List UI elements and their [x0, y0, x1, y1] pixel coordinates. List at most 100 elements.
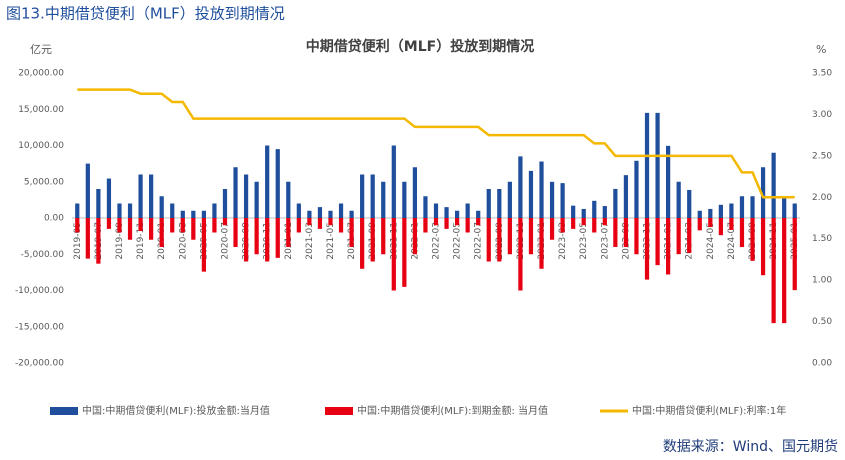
bar	[433, 203, 439, 218]
x-tick-label: 2022-03	[432, 222, 442, 260]
bar	[760, 218, 766, 276]
y2-tick-label: 2.50	[812, 151, 832, 161]
page-header: 图13.中期借贷便利（MLF）投放到期情况	[6, 5, 285, 23]
bar	[571, 218, 576, 229]
bar	[634, 160, 639, 218]
x-tick-label: 2022-07	[474, 222, 484, 260]
bar	[212, 218, 217, 233]
bar	[412, 218, 418, 255]
bar	[549, 218, 555, 240]
x-tick-label: 2020-07	[220, 222, 230, 260]
bar	[507, 218, 512, 255]
bar	[317, 207, 323, 218]
bar	[676, 218, 681, 255]
y2-axis-label: %	[816, 43, 826, 56]
legend-label: 中国:中期借贷便利(MLF):投放金额:当月值	[82, 404, 270, 417]
bar	[117, 203, 122, 218]
bar	[560, 218, 565, 233]
y2-tick-label: 1.00	[812, 276, 832, 286]
bar	[307, 218, 312, 226]
bar	[265, 145, 270, 218]
bar	[106, 218, 112, 229]
bar	[697, 218, 702, 231]
bar	[465, 203, 470, 218]
bar	[96, 189, 101, 218]
bar	[518, 218, 523, 291]
bar	[676, 181, 681, 218]
y-tick-label: -15,000.00	[15, 322, 64, 332]
bar	[613, 218, 618, 247]
bar	[75, 203, 80, 218]
bar	[718, 204, 723, 218]
bar	[159, 218, 164, 247]
bar	[644, 112, 650, 218]
bar	[117, 218, 122, 233]
bar	[338, 218, 344, 233]
y2-tick-label: 1.50	[812, 234, 832, 244]
bar	[666, 218, 671, 275]
x-tick-label: 2019-11	[136, 222, 146, 260]
bar	[792, 203, 797, 218]
bar	[454, 218, 460, 226]
bar	[402, 181, 407, 218]
bar	[750, 196, 755, 218]
bar	[581, 218, 586, 226]
y2-tick-label: 2.00	[812, 193, 832, 203]
bar	[571, 205, 576, 218]
bar	[697, 210, 702, 218]
bar	[444, 218, 449, 229]
bar	[792, 218, 797, 291]
bar	[191, 210, 196, 218]
y-tick-label: -20,000.00	[15, 359, 64, 369]
bar	[328, 218, 333, 226]
bar	[138, 218, 143, 232]
bar	[433, 218, 439, 226]
bar	[528, 170, 534, 218]
bar	[486, 189, 491, 218]
bar	[507, 181, 512, 218]
bar	[391, 145, 396, 218]
bar	[138, 174, 143, 218]
chart-title: 中期借贷便利（MLF）投放到期情况	[306, 38, 534, 55]
bar	[212, 203, 217, 218]
bar	[539, 161, 544, 218]
bar	[222, 189, 228, 218]
bar	[127, 218, 133, 240]
bar	[423, 196, 428, 218]
legend-swatch	[50, 407, 78, 415]
bar	[170, 203, 175, 218]
legend-swatch	[325, 407, 353, 415]
x-tick-label: 2022-05	[453, 222, 463, 260]
bar	[592, 218, 597, 233]
bar	[760, 167, 766, 218]
x-tick-label: 2019-05	[73, 222, 83, 260]
x-tick-label: 2021-05	[326, 222, 336, 260]
bar	[243, 218, 249, 262]
bar	[328, 210, 333, 218]
bar	[476, 218, 481, 226]
bar	[687, 218, 692, 253]
bar	[265, 218, 270, 262]
y-tick-label: 0.00	[44, 214, 64, 224]
bar	[370, 174, 375, 218]
x-tick-label: 2023-05	[579, 222, 589, 260]
legend-label: 中国:中期借贷便利(MLF):利率:1年	[632, 404, 786, 417]
bar	[127, 203, 133, 218]
bar	[222, 218, 228, 226]
x-tick-label: 2021-03	[305, 222, 315, 260]
bar	[286, 181, 291, 218]
bar	[655, 218, 660, 266]
bar	[729, 203, 734, 218]
bar	[96, 218, 101, 264]
bar	[623, 218, 629, 247]
bar	[771, 218, 776, 324]
bar	[170, 218, 175, 233]
bar	[613, 188, 618, 218]
bar	[402, 218, 407, 287]
bar	[275, 218, 280, 258]
bar	[149, 174, 154, 218]
bar	[391, 218, 396, 291]
x-tick-label: 2020-03	[178, 222, 188, 260]
legend-label: 中国:中期借贷便利(MLF):到期金额: 当月值	[357, 404, 548, 417]
